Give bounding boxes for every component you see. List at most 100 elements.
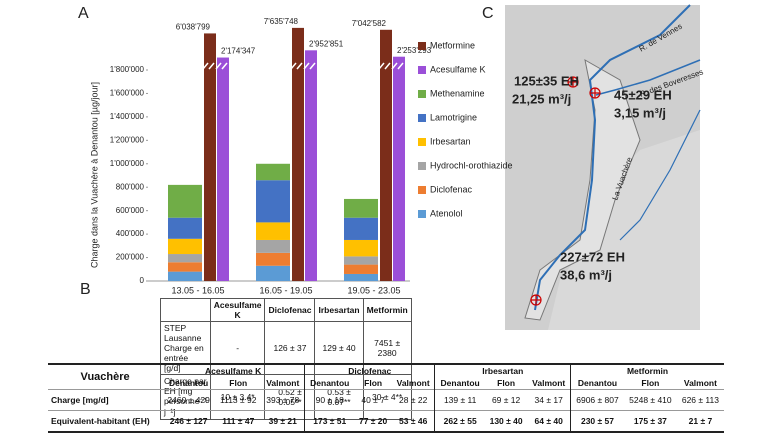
table: Vuachère Acesulfame K Diclofenac Irbesartan… <box>48 363 724 433</box>
sampling-point <box>531 295 541 305</box>
sampling-point <box>590 88 600 98</box>
group-header: Acesulfame K <box>205 366 262 376</box>
bar-segment <box>344 256 378 265</box>
sub-header: Valmont <box>683 378 717 388</box>
bar-segment <box>344 273 378 281</box>
bar <box>393 56 405 282</box>
map: R. de Vennes R. des Boveresses La Vuachè… <box>505 4 704 330</box>
annotation: 3,15 m³/j <box>614 105 666 120</box>
y-axis-label: Charge dans la Vuachère à Denantou [µg/j… <box>89 82 99 268</box>
y-tick-label: 400'000 <box>116 229 145 238</box>
cell: 28 ± 22 <box>391 389 435 411</box>
y-tick-label: 1'800'000 <box>110 65 145 74</box>
legend-swatch <box>418 90 426 98</box>
bar-segment <box>256 163 290 181</box>
sub-header: Denantou <box>169 378 209 388</box>
legend-swatch <box>418 210 426 218</box>
legend-label: Irbesartan <box>430 136 471 146</box>
header-row: Acesulfame K Diclofenac Irbesartan Metformi… <box>160 298 412 322</box>
cell: 64 ± 40 <box>527 410 571 432</box>
axis-break <box>378 62 391 70</box>
bar-segment <box>344 239 378 257</box>
bar-segment <box>256 265 290 281</box>
annotation: 227±72 EH <box>560 249 625 264</box>
bar-segment <box>344 264 378 274</box>
axis-break <box>303 62 316 70</box>
panel-label: A <box>78 5 89 22</box>
cell: 111 ± 47 <box>215 410 262 432</box>
panel-label: C <box>482 5 494 22</box>
annotation: 38,6 m³/j <box>560 267 612 282</box>
cell: 262 ± 55 <box>434 410 485 432</box>
legend-swatch <box>418 162 426 170</box>
legend-swatch <box>418 114 426 122</box>
cell: 175 ± 37 <box>623 410 677 432</box>
legend-label: Atenolol <box>430 208 463 218</box>
y-tick-label: 1'000'000 <box>110 159 145 168</box>
annotation: 125±35 EH <box>514 73 579 88</box>
bar <box>217 57 229 282</box>
x-tick-label: 13.05 - 16.05 <box>171 285 224 295</box>
x-tick-label: 16.05 - 19.05 <box>259 285 312 295</box>
cell: 246 ± 127 <box>162 410 216 432</box>
y-tick-label: 0 <box>140 276 145 285</box>
river <box>619 109 701 241</box>
legend-label: Metformine <box>430 40 475 50</box>
sub-header: Flon <box>497 378 516 388</box>
corner-cell: Vuachère <box>80 371 130 383</box>
value-label: 6'038'799 <box>176 23 211 32</box>
header-row: Vuachère Acesulfame K Diclofenac Irbesartan… <box>48 364 724 383</box>
axis-break <box>391 62 404 70</box>
sub-header: Valmont <box>266 378 300 388</box>
bar <box>380 29 392 281</box>
sub-header: Flon <box>229 378 248 388</box>
sub-header: Denantou <box>304 377 355 390</box>
header-row: Denantou Flon Valmont Denantou Flon Valmont De… <box>48 377 724 390</box>
corner-cell <box>160 298 211 322</box>
column-header: Irbesartan <box>314 298 364 322</box>
cell: 139 ± 11 <box>434 389 485 411</box>
cell: 230 ± 57 <box>570 410 624 432</box>
cell: 90 ± 18 <box>304 389 355 411</box>
sub-header: Flon <box>364 378 383 388</box>
y-tick-label: 1'600'000 <box>110 89 145 98</box>
legend-swatch <box>418 138 426 146</box>
axis-break <box>202 62 215 70</box>
row-header: Charge [mg/d] <box>48 389 163 411</box>
cell: 40 ± 7 <box>354 389 392 411</box>
cell: 21 ± 7 <box>676 410 724 432</box>
column-header: Acesulfame K <box>209 298 266 322</box>
cell: 393 ± 78 <box>261 389 305 411</box>
bar-segment <box>168 254 202 263</box>
table-row: Equivalent-habitant (EH) 246 ± 127 111 ± 4… <box>48 410 724 432</box>
bar-segment <box>344 198 378 218</box>
legend-label: Diclofenac <box>430 184 473 194</box>
y-tick-label: 600'000 <box>116 206 145 215</box>
row-header: Equivalent-habitant (EH) <box>48 410 163 432</box>
cell: 5248 ± 410 <box>623 389 677 411</box>
axis-break <box>290 62 303 70</box>
sub-header: Valmont <box>532 378 566 388</box>
legend-label: Methenamine <box>430 88 485 98</box>
legend-label: Lamotrigine <box>430 112 477 122</box>
bar-segment <box>256 239 290 253</box>
bar-segment <box>168 262 202 272</box>
annotation: 21,25 m³/j <box>512 91 571 106</box>
cell: 130 ± 40 <box>484 410 528 432</box>
cell: 53 ± 46 <box>391 410 435 432</box>
bar-segment <box>256 252 290 266</box>
legend-swatch <box>418 186 426 194</box>
cell: 1113 ± 92 <box>215 389 262 411</box>
river <box>595 59 701 96</box>
bar-segment <box>168 217 202 239</box>
sampling-point <box>568 77 578 87</box>
axis-break <box>215 62 228 70</box>
bar-segment <box>256 180 290 223</box>
x-tick-label: 19.05 - 23.05 <box>347 285 400 295</box>
column-header: Diclofenac <box>264 298 316 322</box>
sub-header: Valmont <box>396 378 430 388</box>
column-header: Metformin <box>362 298 412 322</box>
value-label: 2'174'347 <box>221 47 256 56</box>
cell: 626 ± 113 <box>676 389 724 411</box>
